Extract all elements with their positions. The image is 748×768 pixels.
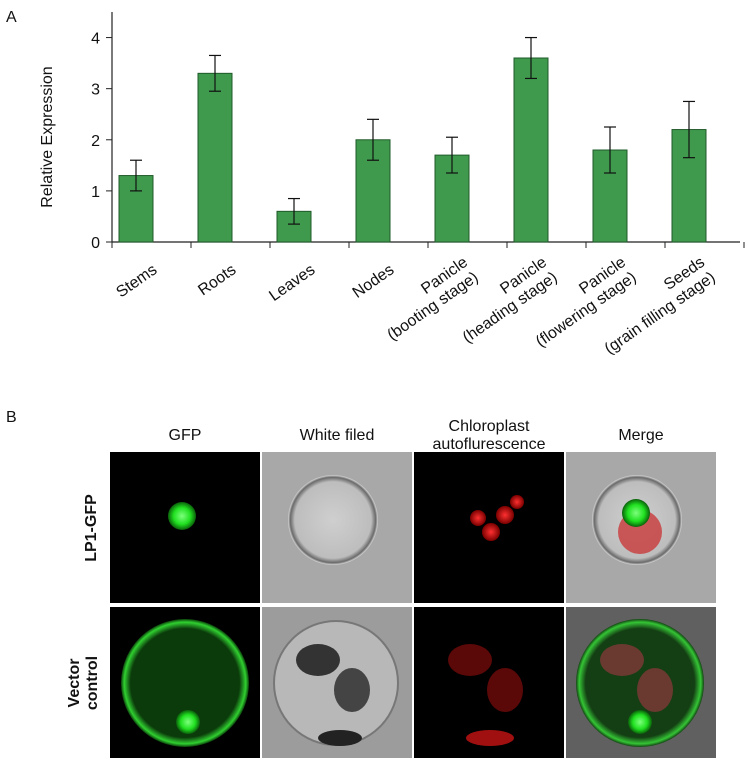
panel-label: A (6, 9, 17, 26)
nucleus (168, 502, 196, 530)
cell (288, 475, 378, 565)
error-bar (604, 126, 616, 174)
bar (513, 57, 549, 243)
chloroplast (496, 506, 514, 524)
column-header: White filed (300, 427, 375, 444)
error-bar (446, 136, 458, 174)
chloroplast (487, 668, 523, 712)
y-tick-label: 3 (91, 82, 100, 99)
x-tick-label: Stems (113, 261, 160, 301)
bar (197, 72, 233, 243)
panel-label: B (6, 409, 17, 426)
bar (118, 175, 154, 243)
row-header: LP1-GFP (83, 494, 100, 562)
nucleus (628, 710, 652, 734)
microscopy-panel: GFP White filed Chloroplast autoflurescence… (66, 418, 716, 758)
chloroplast (482, 523, 500, 541)
chloroplast (600, 644, 644, 676)
nucleus (176, 710, 200, 734)
row-header: Vectorcontrol (66, 656, 101, 710)
x-tick-label: Leaves (266, 261, 318, 305)
chloroplast (470, 510, 486, 526)
y-tick-label: 1 (91, 184, 100, 201)
chloroplast (334, 668, 370, 712)
chloroplast (637, 668, 673, 712)
error-bar (288, 197, 300, 225)
error-bar (683, 100, 695, 159)
nucleus (622, 499, 650, 527)
column-header: GFP (169, 427, 202, 444)
error-bar (525, 36, 537, 80)
cell (121, 619, 249, 747)
y-tick-label: 0 (91, 235, 100, 252)
chloroplast (318, 730, 362, 746)
chloroplast (466, 730, 514, 746)
chloroplast (510, 495, 524, 509)
error-bar (209, 54, 221, 92)
error-bar (367, 118, 379, 161)
bar-chart: 0 1 2 3 4 Relative Expression Stems Roots Leaves… (39, 12, 745, 358)
column-header: Merge (618, 427, 663, 444)
column-header: Chloroplast autoflurescence (433, 418, 546, 453)
y-tick-label: 4 (91, 31, 100, 48)
x-tick-label: Nodes (350, 261, 398, 301)
y-tick-label: 2 (91, 133, 100, 150)
y-axis-label: Relative Expression (39, 66, 56, 207)
x-tick-label: Roots (195, 261, 239, 299)
chloroplast (448, 644, 492, 676)
chloroplast (296, 644, 340, 676)
error-bar (130, 159, 142, 192)
